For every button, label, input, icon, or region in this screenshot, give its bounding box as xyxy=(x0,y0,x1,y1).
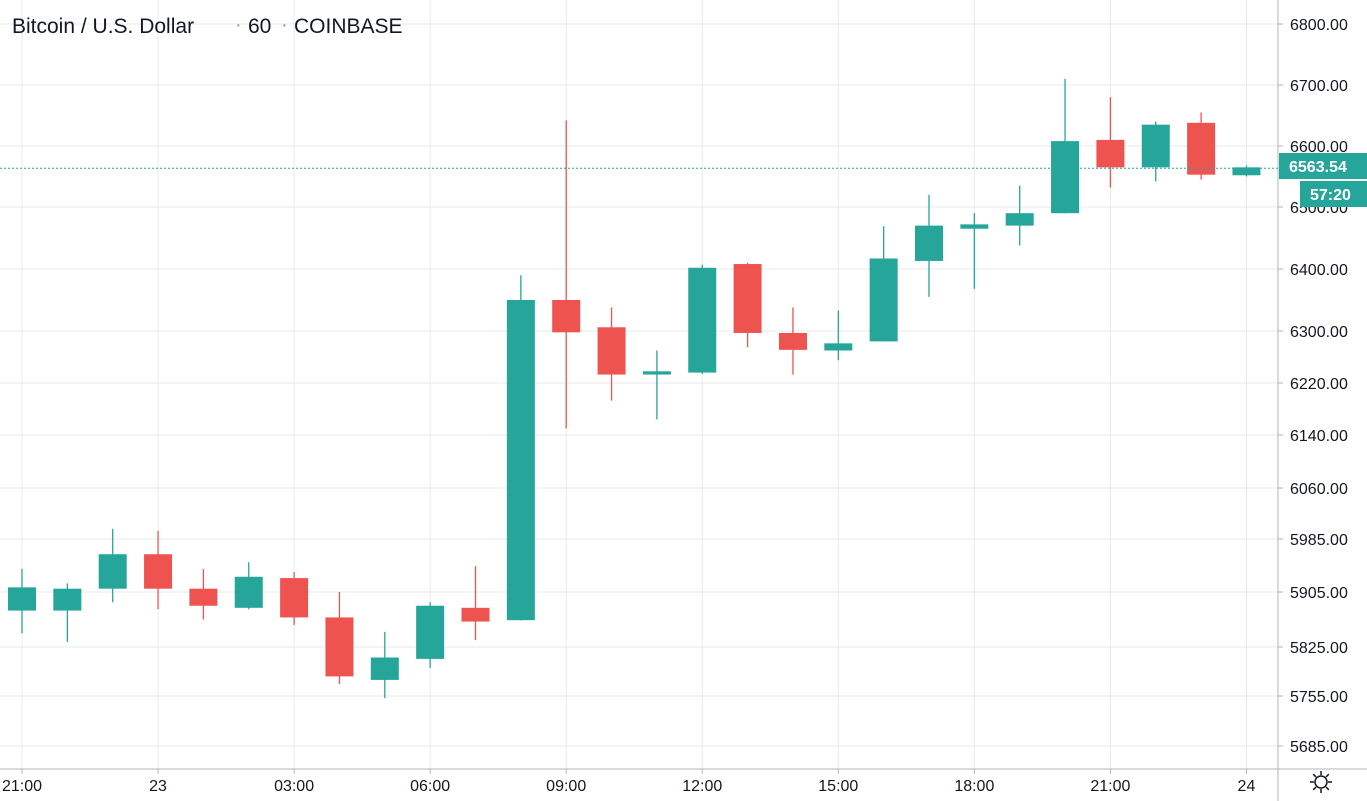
candle-body xyxy=(869,258,898,342)
price-tick-label: 6700.00 xyxy=(1290,78,1348,95)
candle-body xyxy=(189,588,218,606)
chart-grid xyxy=(0,0,1278,769)
candle-down xyxy=(325,592,354,685)
candle-up xyxy=(642,350,671,420)
candle-body xyxy=(370,657,399,680)
time-tick-label: 24 xyxy=(1238,778,1256,795)
last-price-tag-bg xyxy=(1279,153,1367,179)
price-tick-label: 5685.00 xyxy=(1290,739,1348,756)
countdown-label: 57:20 xyxy=(1310,187,1351,204)
candle-up xyxy=(824,310,853,361)
candle-body xyxy=(1141,124,1170,168)
candle-down xyxy=(733,262,762,348)
time-tick-label: 18:00 xyxy=(954,778,994,795)
candle-body xyxy=(1187,122,1216,175)
candle-up xyxy=(416,602,445,668)
candle-body xyxy=(642,371,671,375)
candle-up xyxy=(98,528,127,603)
price-tick-label: 6800.00 xyxy=(1290,17,1348,34)
time-tick-label: 21:00 xyxy=(1090,778,1130,795)
candle-body xyxy=(1051,141,1080,214)
price-axis[interactable]: 6800.006700.006600.006500.006400.006300.… xyxy=(1278,17,1348,756)
candle-body xyxy=(733,264,762,333)
candle-body xyxy=(915,225,943,261)
candle-down xyxy=(1187,112,1216,180)
candle-up xyxy=(869,226,898,342)
price-tick-label: 6060.00 xyxy=(1290,481,1348,498)
candle-up xyxy=(234,562,263,610)
candle-down xyxy=(461,566,490,641)
candle-body xyxy=(280,578,309,618)
time-tick-label: 03:00 xyxy=(274,778,314,795)
candle-down xyxy=(189,568,218,620)
candle-down xyxy=(552,120,581,429)
price-tick-label: 6300.00 xyxy=(1290,324,1348,341)
candle-down xyxy=(144,530,173,610)
time-tick-label: 12:00 xyxy=(682,778,722,795)
candles xyxy=(8,78,1261,699)
title-separator: · xyxy=(235,14,242,36)
price-tick-label: 5755.00 xyxy=(1290,689,1348,706)
time-axis[interactable]: 21:00 23 03:00 06:00 09:00 12:00 15:00 18:00 21:… xyxy=(2,769,1255,795)
candle-body xyxy=(597,327,626,375)
candle-up xyxy=(1051,78,1080,214)
candle-body xyxy=(234,576,263,608)
candle-body xyxy=(53,588,82,611)
candle-up xyxy=(8,568,36,634)
candle-body xyxy=(98,554,127,589)
countdown-tag: 57:20 xyxy=(1300,181,1367,207)
candle-body xyxy=(325,617,354,677)
candle-body xyxy=(960,224,989,229)
candle-body xyxy=(506,300,535,621)
candle-up xyxy=(370,631,399,699)
candle-body xyxy=(778,332,807,350)
chart-title: Bitcoin / U.S. Dollar · 60 · COINBASE xyxy=(12,14,403,38)
symbol-name: Bitcoin / U.S. Dollar xyxy=(12,15,194,38)
candle-body xyxy=(144,554,173,589)
candle-body xyxy=(416,605,445,659)
candle-up xyxy=(1232,165,1261,177)
candle-body xyxy=(824,343,853,351)
time-tick-label: 06:00 xyxy=(410,778,450,795)
candle-body xyxy=(552,300,581,333)
exchange-label: COINBASE xyxy=(294,15,403,38)
price-tick-label: 5825.00 xyxy=(1290,640,1348,657)
last-price-tag: 6563.54 xyxy=(1279,153,1367,179)
candle-up xyxy=(915,194,943,297)
time-tick-label: 15:00 xyxy=(818,778,858,795)
candle-body xyxy=(1096,139,1125,168)
chart-settings-gear-icon[interactable] xyxy=(1310,771,1332,793)
candle-up xyxy=(688,264,717,374)
price-tick-label: 6140.00 xyxy=(1290,428,1348,445)
price-tick-label: 5905.00 xyxy=(1290,585,1348,602)
candle-down xyxy=(778,307,807,375)
countdown-tag-bg xyxy=(1300,181,1367,207)
candle-up xyxy=(53,583,82,643)
candle-body xyxy=(8,587,36,611)
candle-up xyxy=(1005,185,1034,246)
time-tick-label: 23 xyxy=(149,778,167,795)
candle-body xyxy=(1005,213,1034,226)
candle-down xyxy=(280,572,309,625)
candle-body xyxy=(1232,167,1261,176)
candle-up xyxy=(1141,121,1170,182)
time-tick-label: 09:00 xyxy=(546,778,586,795)
candle-up xyxy=(506,275,535,621)
price-tick-label: 6400.00 xyxy=(1290,262,1348,279)
candle-body xyxy=(461,607,490,622)
candle-down xyxy=(1096,97,1125,188)
price-tick-label: 5985.00 xyxy=(1290,532,1348,549)
last-price-label: 6563.54 xyxy=(1289,159,1347,176)
price-tick-label: 6600.00 xyxy=(1290,139,1348,156)
time-tick-label: 21:00 xyxy=(2,778,42,795)
interval-label[interactable]: 60 xyxy=(248,15,271,38)
candle-up xyxy=(960,213,989,289)
title-separator: · xyxy=(281,14,288,36)
price-tick-label: 6220.00 xyxy=(1290,376,1348,393)
candle-down xyxy=(597,307,626,401)
candle-body xyxy=(688,267,717,373)
